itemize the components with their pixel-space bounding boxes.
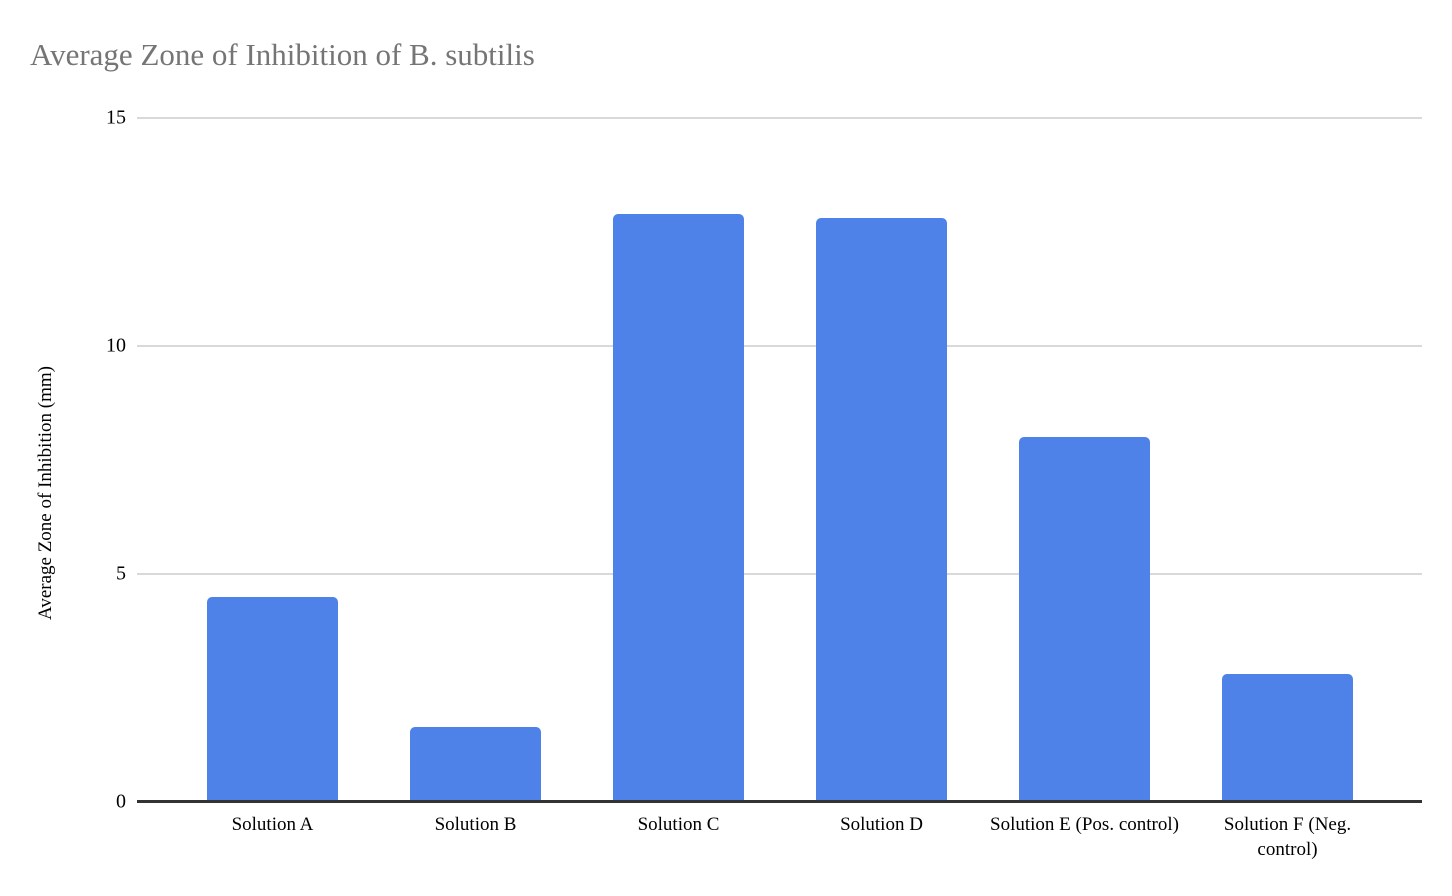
y-tick-label-0: 0 xyxy=(116,790,126,813)
gridline-5 xyxy=(137,573,1422,575)
x-tick-label-solution-e-pos-control: Solution E (Pos. control) xyxy=(990,814,1179,835)
bar-solution-d xyxy=(816,218,947,802)
plot-area xyxy=(137,117,1422,803)
bar-solution-e-pos-control xyxy=(1019,437,1150,802)
x-tick-label-solution-b: Solution B xyxy=(434,814,517,835)
bar-solution-b xyxy=(410,726,541,802)
y-tick-label-5: 5 xyxy=(116,562,126,585)
gridline-15 xyxy=(137,117,1422,119)
y-tick-label-10: 10 xyxy=(106,334,126,357)
x-tick-label-solution-c: Solution C xyxy=(637,814,720,835)
x-tick-label-solution-d: Solution D xyxy=(840,814,923,835)
bar-solution-f-neg-control xyxy=(1222,674,1353,802)
chart-title: Average Zone of Inhibition of B. subtili… xyxy=(30,37,535,72)
bar-solution-a xyxy=(207,596,338,802)
x-axis-line xyxy=(137,800,1422,803)
bar-solution-c xyxy=(613,213,744,802)
x-tick-label-solution-a: Solution A xyxy=(231,814,314,835)
y-tick-label-15: 15 xyxy=(106,106,126,129)
gridline-10 xyxy=(137,345,1422,347)
x-tick-label-solution-f-neg-control: Solution F (Neg. control) xyxy=(1223,814,1352,860)
